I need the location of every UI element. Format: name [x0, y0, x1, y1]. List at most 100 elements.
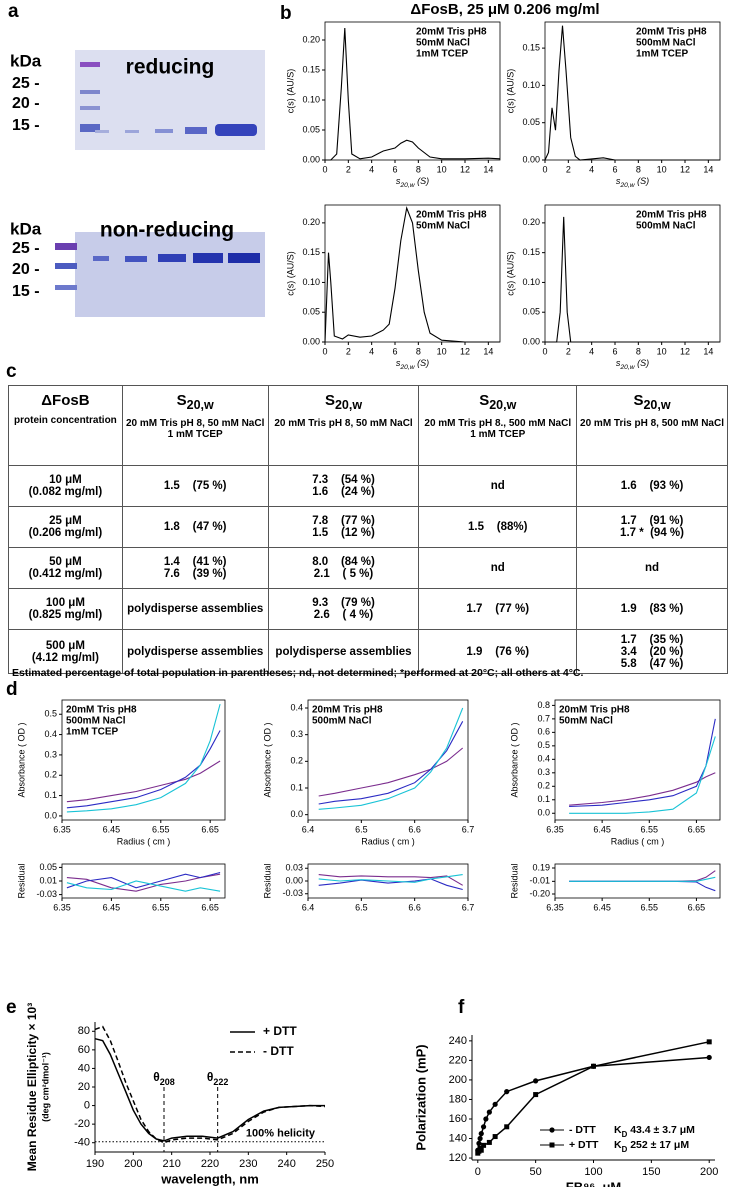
panel-title: ΔFosB, 25 μM 0.206 mg/ml: [410, 1, 599, 18]
x-axis-label-main: s: [396, 176, 401, 186]
y-tick-label: 120: [449, 1152, 467, 1164]
series-line: [544, 25, 720, 161]
y-tick-label: -0.01: [529, 876, 550, 886]
y-tick-label: 0.00: [285, 875, 303, 885]
table-cell: 500 μM (4.12 mg/ml): [8, 629, 123, 674]
point: [492, 1134, 498, 1140]
y-tick-label: 0.3: [290, 729, 303, 739]
x-tick-label: 6.45: [593, 902, 611, 912]
cell-line: 2.1 ( 5 %): [313, 568, 374, 580]
cell-line: (0.825 mg/ml): [28, 609, 103, 621]
point: [483, 1116, 489, 1122]
y-tick-label: 0.10: [522, 277, 540, 287]
series-line: [66, 880, 221, 892]
table-cell: nd: [576, 547, 728, 589]
x-axis-label: Radius ( cm ): [117, 836, 171, 846]
legend-label: + DTT: [263, 1024, 297, 1038]
ladder-band: [80, 90, 100, 94]
cell-line: 7.6 (39 %): [163, 568, 227, 580]
x-tick-label: 6.55: [641, 902, 659, 912]
y-axis-label: c(s) (AU/S): [285, 69, 295, 114]
y-tick-label: 0.00: [522, 154, 540, 164]
panel-label: a: [8, 1, 19, 22]
table-cell: nd: [418, 465, 578, 507]
x-tick-label: 240: [277, 1158, 295, 1170]
header-title-sub: 20,w: [643, 398, 671, 412]
cell-line: (0.082 mg/ml): [28, 486, 103, 498]
x-tick-label: 12: [460, 164, 470, 174]
ladder-band: [55, 243, 77, 250]
x-axis-label: wavelength, nm: [160, 1171, 259, 1186]
x-tick-label: 2: [346, 164, 351, 174]
marker-label: 25 -: [12, 75, 40, 92]
table-cell: polydisperse assemblies: [121, 588, 269, 630]
y-tick-label: -0.20: [529, 888, 550, 898]
x-axis-label-rest: (S): [635, 358, 650, 368]
header-line: 1 mM TCEP: [167, 429, 223, 440]
table-cell: 1.9 (76 %): [418, 629, 578, 674]
annotation: 20mM Tris pH8: [559, 705, 630, 716]
x-axis-label-sub: 20,w: [619, 364, 635, 371]
x-tick-label: 6: [392, 346, 397, 356]
point: [486, 1139, 492, 1145]
x-tick-label: 190: [86, 1158, 104, 1170]
header-cell: S20,w 20 mM Tris pH 8., 500 mM NaCl 1 mM T…: [418, 385, 578, 466]
series-line: [318, 874, 463, 883]
y-tick-label: 0.8: [537, 700, 550, 710]
chart: 0.00 0.05 0.10 0.15 0 2 4 6 8 10 12 14 s20,w (S) c(s)…: [505, 21, 721, 189]
y-tick-label: -40: [74, 1137, 90, 1149]
series-line: [477, 1041, 710, 1154]
y-tick-label: 0.20: [302, 34, 320, 44]
y-tick-label: 160: [449, 1113, 467, 1125]
legend-kd-sub: D: [622, 1130, 628, 1139]
y-tick-label: 0.0: [44, 810, 57, 820]
series-line: [324, 205, 500, 343]
panel-label: d: [6, 679, 18, 700]
x-tick-label: 6.4: [302, 902, 315, 912]
x-tick-label: 0: [542, 164, 547, 174]
kda-label: kDa: [10, 219, 42, 238]
point: [706, 1054, 712, 1061]
x-axis-label-main: s: [616, 358, 621, 368]
series-line: [318, 721, 464, 805]
series-line: [318, 874, 463, 886]
header-title: S20,w: [422, 392, 573, 412]
cell-line: (0.412 mg/ml): [28, 568, 103, 580]
marker-label: 25 -: [12, 240, 40, 257]
series-line: [66, 703, 221, 813]
table-row: 100 μM (0.825 mg/ml) polydisperse assembli…: [8, 588, 728, 630]
series-line: [569, 736, 716, 814]
x-tick-label: 6.5: [355, 824, 368, 834]
point: [477, 1135, 483, 1142]
cell-line: 1.4 (41 %): [163, 556, 227, 568]
x-tick-label: 230: [239, 1158, 257, 1170]
cell-line: 1.9 (76 %): [466, 645, 530, 658]
cell-line: 1.5 (75 %): [163, 480, 227, 492]
chart: 0.0 0.1 0.2 0.3 0.4 0.5 6.35 6.45 6.55 6.65 Radius…: [16, 699, 226, 846]
x-tick-label: 4: [589, 346, 594, 356]
table-cell: 1.6 (93 %): [576, 465, 728, 507]
panel-labels: a b c d e f: [6, 1, 465, 1018]
x-axis-label: Radius ( cm ): [611, 836, 665, 846]
x-axis-label-rest: (S): [635, 176, 650, 186]
x-tick-label: 50: [530, 1166, 542, 1178]
table-cell: 1.9 (83 %): [576, 588, 728, 630]
header-title-main: S: [176, 392, 187, 409]
header-cell: ΔFosB protein concentration: [8, 385, 123, 466]
guide-label-sub: 222: [213, 1077, 228, 1087]
table-row: 500 μM (4.12 mg/ml) polydisperse assemblie…: [8, 629, 728, 674]
legend-kd-rest: 43.4 ± 3.7 μM: [627, 1124, 695, 1136]
y-axis-label: Residual: [262, 863, 272, 898]
y-tick-label: 0.3: [44, 749, 57, 759]
cell-line: nd: [644, 562, 660, 574]
ladder-band: [55, 285, 77, 290]
table-cell: 1.5 (88%): [418, 506, 578, 548]
x-tick-label: 8: [416, 164, 421, 174]
x-tick-label: 6.45: [103, 902, 121, 912]
y-tick-label: 0.5: [537, 740, 550, 750]
y-tick-label: 0.15: [302, 247, 320, 257]
header-cell: S20,w 20 mM Tris pH 8, 50 mM NaCl: [267, 385, 420, 466]
x-tick-label: 0: [322, 164, 327, 174]
